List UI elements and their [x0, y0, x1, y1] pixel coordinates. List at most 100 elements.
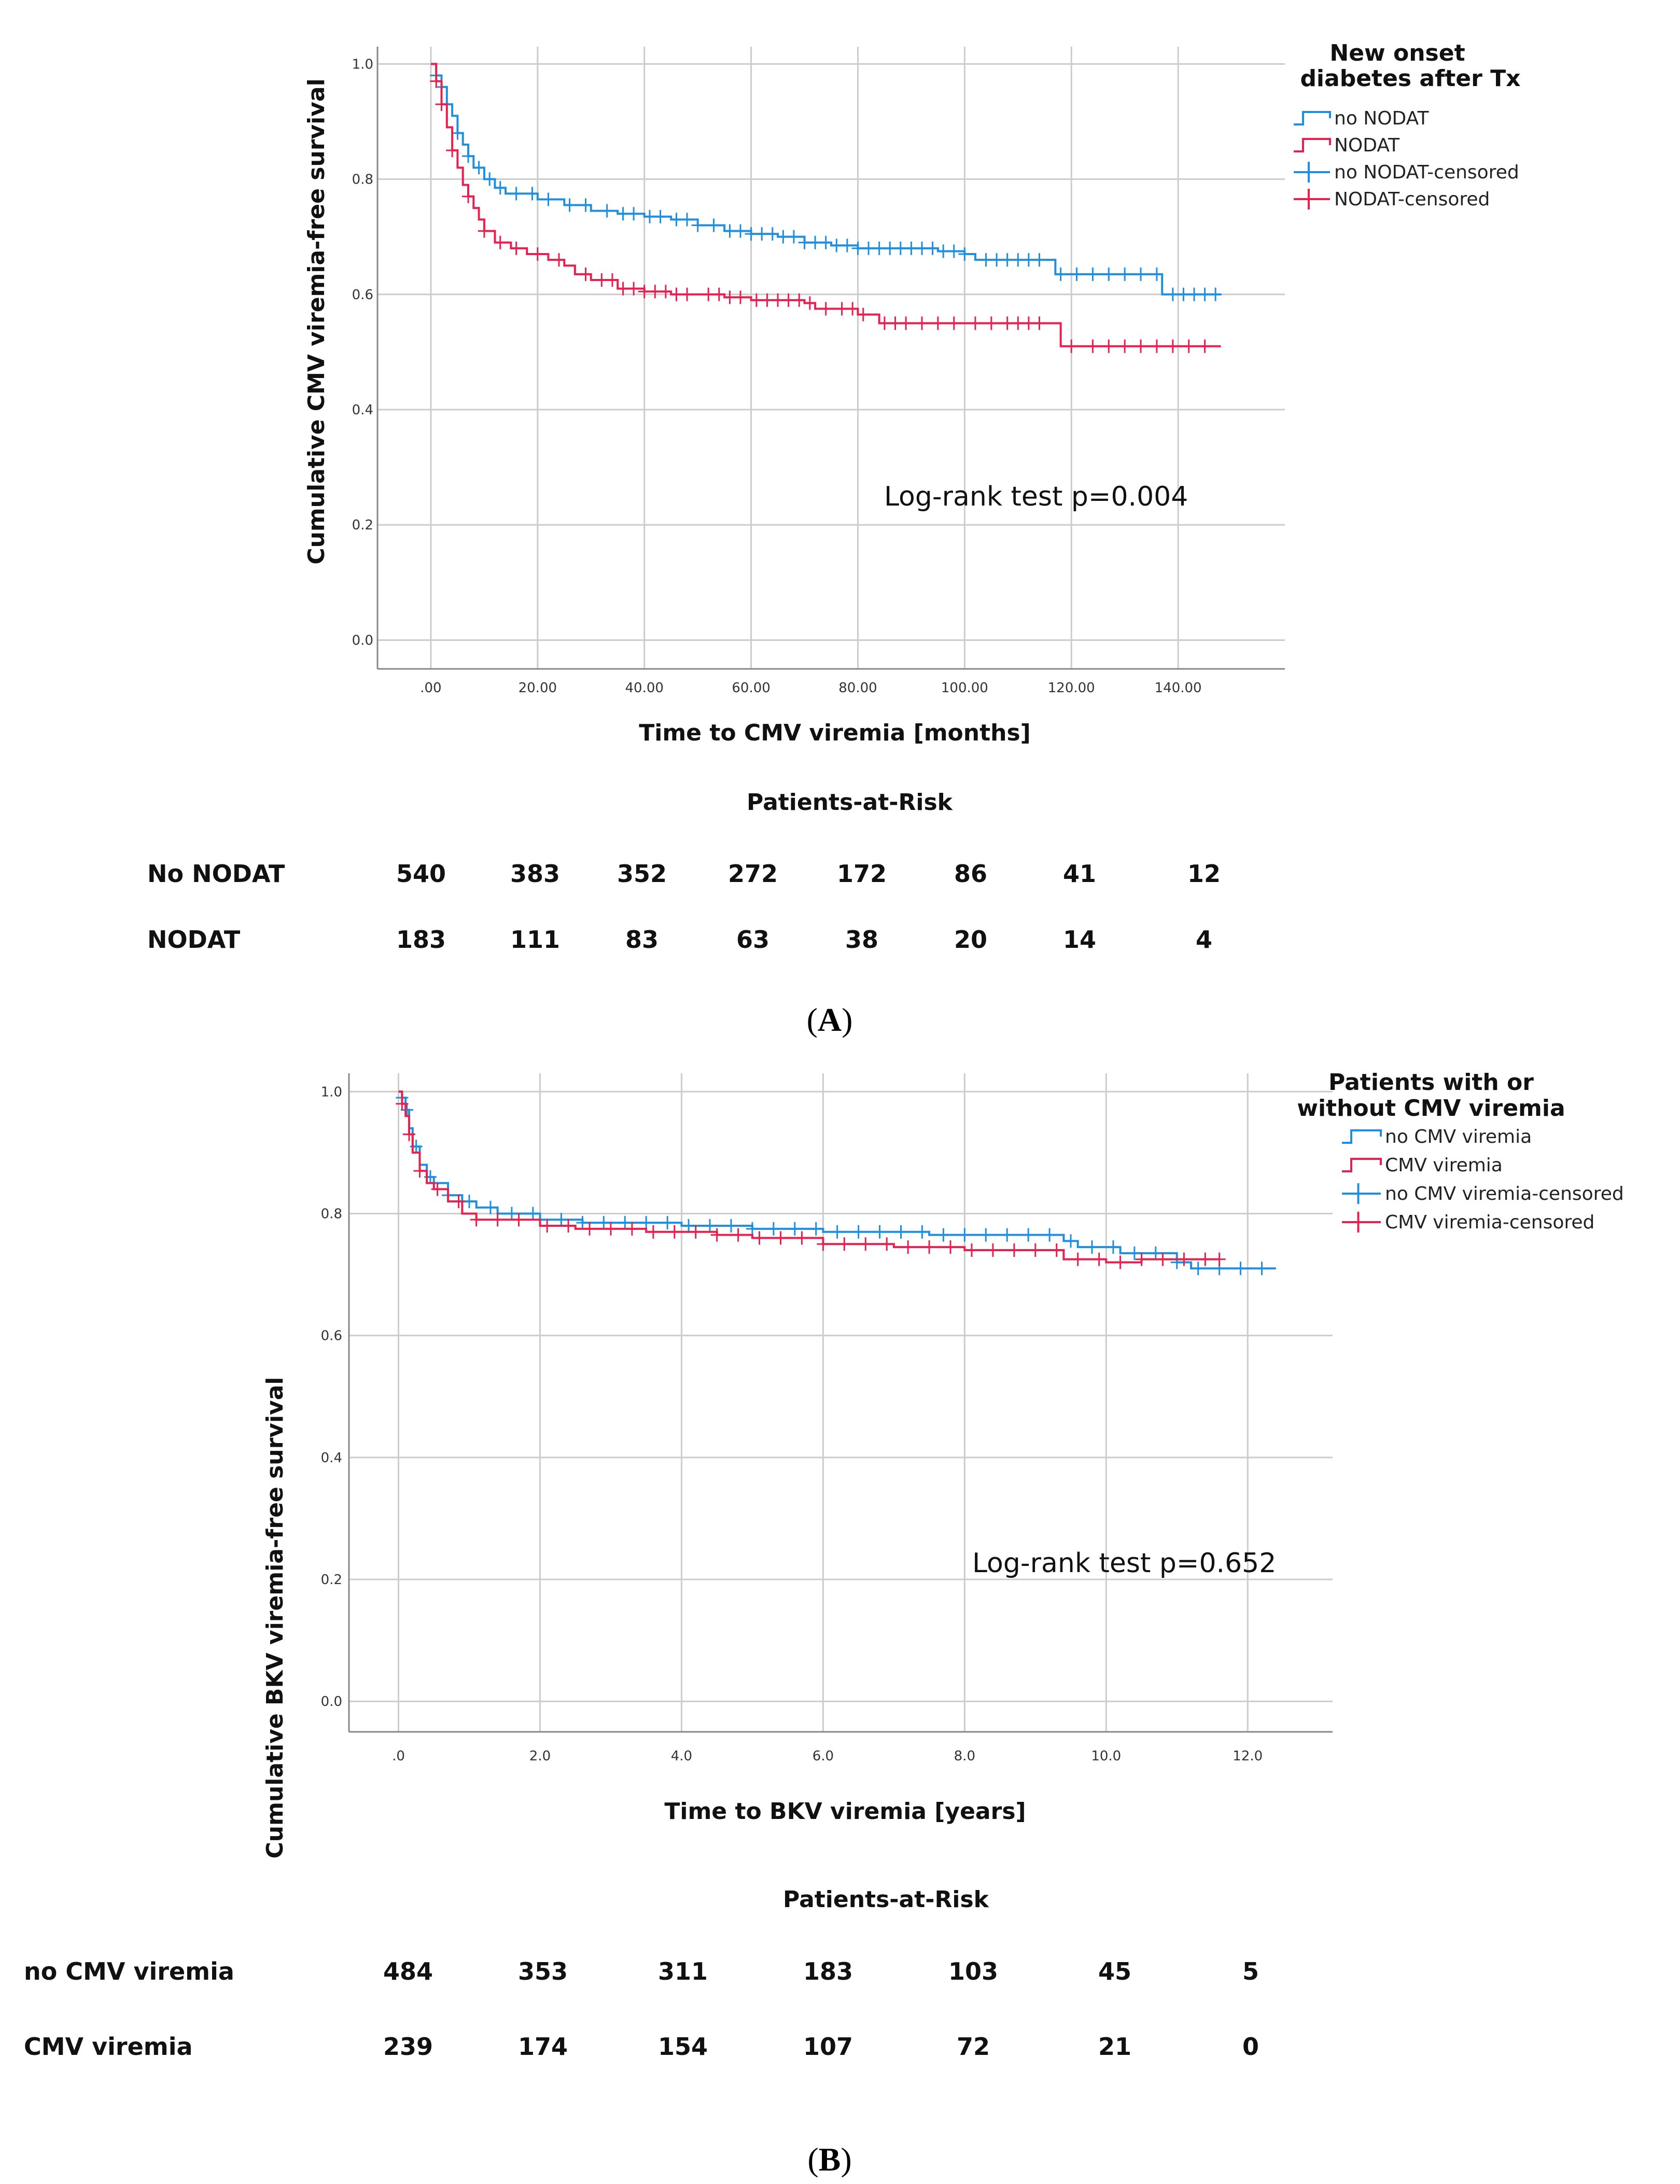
y-tick-label: 0.4 [321, 1450, 342, 1466]
censor-mark [857, 307, 870, 321]
legend-item: no CMV viremia [1342, 1126, 1532, 1147]
risk-value: 239 [383, 2033, 433, 2061]
censor-mark [1234, 1262, 1247, 1276]
censor-mark [563, 198, 576, 212]
censor-mark [831, 1225, 844, 1239]
censor-mark [774, 1231, 787, 1245]
censor-mark [627, 207, 640, 221]
censor-mark [541, 1219, 554, 1233]
svg-text:CMV viremia: CMV viremia [1385, 1155, 1503, 1176]
censor-mark [809, 235, 822, 249]
censor-mark [640, 1216, 653, 1230]
censor-mark [1050, 1243, 1063, 1257]
censor-mark [1012, 253, 1025, 267]
censor-mark [494, 235, 507, 249]
censor-mark [403, 1127, 416, 1141]
censor-mark [846, 302, 859, 316]
legend-title-b-line2: without CMV viremia [1297, 1095, 1565, 1122]
risk-value: 111 [510, 926, 561, 954]
axes-b: 0.0 0.2 0.4 0.6 0.8 1.0 .0 2.0 4.0 6.0 8.0 10.0 12.0 [321, 1073, 1333, 1764]
censor-mark [668, 1225, 681, 1239]
censor-mark [681, 213, 694, 227]
censor-mark [947, 244, 960, 258]
censor-mark [463, 1194, 476, 1208]
censor-mark [803, 296, 816, 310]
x-tick-label: 80.00 [838, 680, 877, 696]
x-axis-label-b: Time to BKV viremia [years] [664, 1798, 1026, 1825]
x-tick-label: 10.0 [1091, 1748, 1121, 1764]
risk-value: 20 [954, 926, 988, 954]
censor-mark [916, 316, 928, 330]
x-tick-label: 4.0 [671, 1748, 692, 1764]
censor-mark [1043, 1228, 1056, 1242]
censor-mark [947, 316, 960, 330]
censor-mark [604, 1222, 617, 1236]
censor-mark [880, 1237, 893, 1251]
risk-value: 14 [1062, 926, 1097, 954]
log-rank-annotation-b: Log-rank test p=0.652 [972, 1548, 1276, 1579]
censor-mark [1192, 1262, 1205, 1276]
x-tick-label: 2.0 [529, 1748, 551, 1764]
censor-mark [606, 273, 619, 287]
risk-title-a: Patients-at-Risk [747, 789, 953, 816]
y-axis-label-a: Cumulative CMV viremia-free survival [303, 78, 330, 564]
censor-mark [1188, 287, 1200, 301]
risk-value: 103 [948, 1957, 999, 1985]
censor-mark [1150, 267, 1163, 281]
censor-mark [1107, 1240, 1119, 1254]
censor-mark [712, 287, 725, 301]
censor-mark [413, 1164, 426, 1178]
risk-value: 63 [736, 926, 770, 954]
censor-mark [1033, 253, 1046, 267]
grid-b [349, 1073, 1333, 1732]
y-tick-label: 0.6 [352, 287, 373, 303]
censor-mark [793, 293, 806, 307]
risk-value: 183 [803, 1957, 853, 1985]
censor-mark [937, 1228, 950, 1242]
y-tick-label: 0.4 [352, 402, 373, 418]
legend-item: no NODAT-censored [1294, 162, 1519, 183]
y-axis-label-b: Cumulative BKV viremia-free survival [262, 1377, 288, 1859]
risk-value: 352 [617, 860, 667, 888]
censor-mark [734, 290, 747, 304]
censor-mark [1255, 1262, 1268, 1276]
censor-mark [926, 241, 939, 255]
censor-mark [1114, 1255, 1127, 1269]
censor-mark [767, 1222, 780, 1236]
risk-value: 540 [396, 860, 446, 888]
log-rank-annotation-a: Log-rank test p=0.004 [884, 481, 1188, 512]
censor-mark [1054, 267, 1067, 281]
x-tick-label: .0 [392, 1748, 405, 1764]
censor-mark [894, 1225, 907, 1239]
censor-mark [777, 230, 790, 244]
censor-mark [1007, 1243, 1020, 1257]
x-tick-label: 12.0 [1233, 1748, 1263, 1764]
censor-mark [841, 239, 853, 253]
legend-item: CMV viremia-censored [1342, 1212, 1594, 1233]
censor-mark [894, 241, 907, 255]
censor-mark [788, 1222, 801, 1236]
legend-item: no NODAT [1294, 108, 1429, 129]
censor-mark [787, 230, 800, 244]
censor-mark [1102, 339, 1115, 353]
risk-value: 5 [1242, 1957, 1259, 1985]
censor-mark [654, 209, 667, 223]
risk-value: 0 [1242, 2033, 1259, 2061]
risk-value: 41 [1062, 860, 1097, 888]
censor-mark [969, 316, 982, 330]
censor-mark [600, 204, 613, 218]
censor-mark [766, 227, 779, 241]
risk-value: 12 [1187, 860, 1221, 888]
x-tick-label: 100.00 [941, 680, 988, 696]
censor-mark [1071, 1252, 1084, 1266]
censor-mark [562, 1219, 575, 1233]
censor-mark [1070, 267, 1083, 281]
censor-mark [923, 1240, 936, 1254]
y-tick-label: 0.2 [321, 1572, 342, 1588]
censor-mark [884, 241, 897, 255]
censor-mark [526, 187, 539, 201]
censor-mark [1085, 1240, 1098, 1254]
censor-mark [702, 287, 715, 301]
censor-mark [396, 1097, 409, 1111]
risk-value: 72 [956, 2033, 990, 2061]
